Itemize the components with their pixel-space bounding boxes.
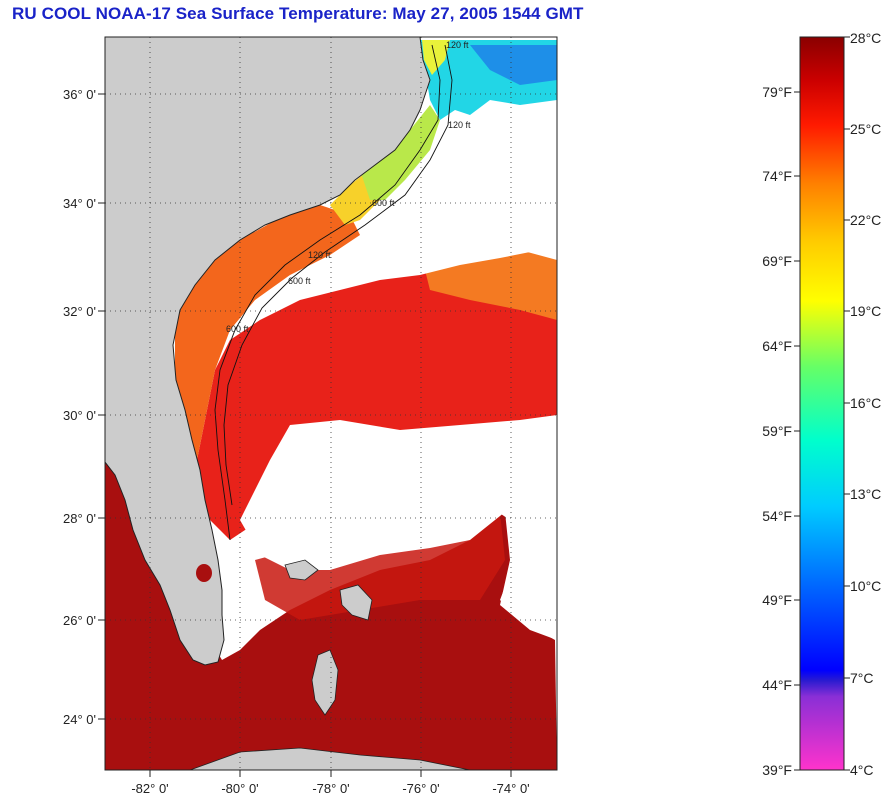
lake-okeechobee: [196, 564, 212, 582]
contour-label: 600 ft: [288, 276, 311, 286]
colorbar-fahrenheit-label: 59°F: [762, 423, 792, 439]
colorbar-fahrenheit-label: 64°F: [762, 338, 792, 354]
colorbar-fahrenheit-label: 39°F: [762, 762, 792, 778]
contour-label: 120 ft: [448, 120, 471, 130]
colorbar-fahrenheit-label: 44°F: [762, 677, 792, 693]
colorbar-celsius-label: 22°C: [850, 212, 881, 228]
lat-label-28: 28° 0': [63, 511, 96, 526]
lat-label-36: 36° 0': [63, 87, 96, 102]
cloud-band-north: [230, 215, 557, 340]
land-bahamas-andros: [311, 649, 339, 716]
colorbar-fahrenheit-label: 79°F: [762, 84, 792, 100]
colorbar-celsius-label: 25°C: [850, 121, 881, 137]
cloud-band-east: [440, 115, 557, 210]
cloud-band-mid: [240, 415, 557, 640]
lon-label-74: -74° 0': [492, 781, 529, 796]
lat-label-30: 30° 0': [63, 408, 96, 423]
contour-label: 600 ft: [372, 198, 395, 208]
contour-label: 120 ft: [446, 40, 469, 50]
colorbar-celsius-label: 16°C: [850, 395, 881, 411]
lon-label-80: -80° 0': [221, 781, 258, 796]
colorbar-celsius-label: 13°C: [850, 486, 881, 502]
colorbar-celsius-label: 10°C: [850, 578, 881, 594]
sst-region-south: [105, 462, 557, 770]
map-panel: 120 ft 120 ft 120 ft 600 ft 600 ft 600 f…: [105, 37, 557, 770]
lon-label-82: -82° 0': [131, 781, 168, 796]
sst-region-yellow-north: [422, 40, 450, 75]
colorbar-celsius-label: 4°C: [850, 762, 874, 778]
lat-label-26: 26° 0': [63, 613, 96, 628]
colorbar-fahrenheit-label: 69°F: [762, 253, 792, 269]
lon-label-78: -78° 0': [312, 781, 349, 796]
land-bahamas-abaco: [339, 584, 373, 621]
map-ticks: [98, 93, 512, 777]
colorbar-ticks: [794, 36, 850, 771]
sst-region-shelf-orange: [175, 205, 360, 470]
colorbar-fahrenheit-label: 49°F: [762, 592, 792, 608]
contour-600ft: [223, 44, 453, 506]
sst-region-shelf-green: [360, 105, 440, 200]
colorbar-celsius-label: 19°C: [850, 303, 881, 319]
contour-120ft: [214, 44, 441, 541]
graticule: [105, 37, 557, 770]
colorbar-celsius-label: 28°C: [850, 30, 881, 46]
colorbar-fahrenheit-label: 54°F: [762, 508, 792, 524]
land-us-coast: [105, 37, 431, 666]
lat-label-24: 24° 0': [63, 712, 96, 727]
lat-label-32: 32° 0': [63, 304, 96, 319]
contour-label: 600 ft: [226, 324, 249, 334]
colorbar: [799, 36, 845, 771]
colorbar-celsius-label: 7°C: [850, 670, 874, 686]
colorbar-fahrenheit-label: 74°F: [762, 168, 792, 184]
lat-label-34: 34° 0': [63, 196, 96, 211]
map-title: RU COOL NOAA-17 Sea Surface Temperature:…: [12, 4, 584, 23]
sst-region-shelf-blue: [470, 45, 557, 85]
contour-label: 120 ft: [308, 250, 331, 260]
land-bahamas-grand: [284, 559, 319, 581]
lon-label-76: -76° 0': [402, 781, 439, 796]
